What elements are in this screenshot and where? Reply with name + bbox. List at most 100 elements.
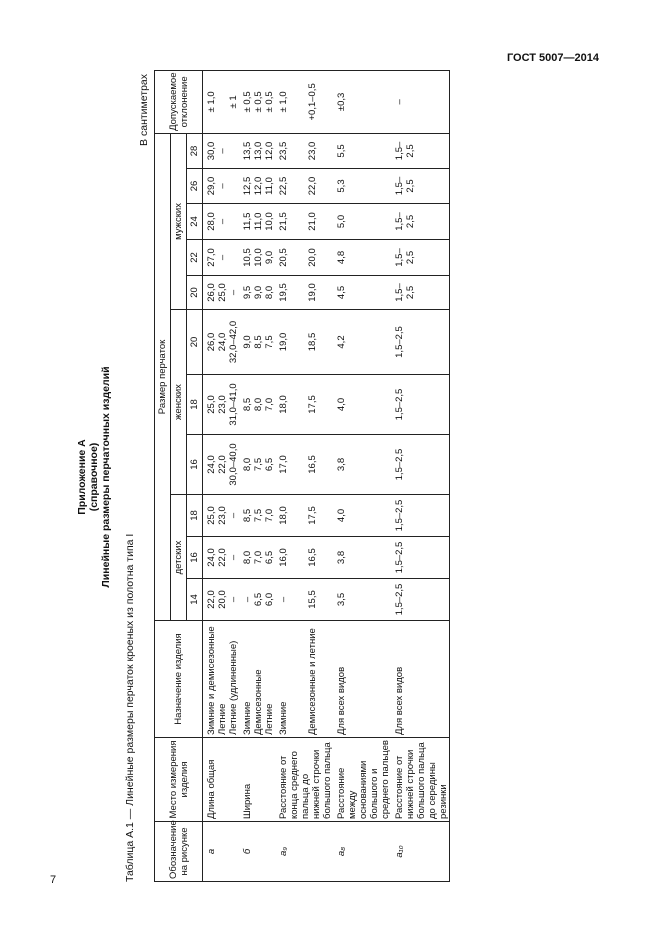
size-label: 18 — [186, 494, 203, 537]
purpose: Демисезонные — [253, 620, 264, 738]
value: 10,0 — [253, 239, 264, 276]
value: 1,5–2,5 — [391, 203, 450, 240]
value: 19,5 — [275, 275, 308, 310]
units: В сантиметрах — [138, 74, 150, 146]
table-row: a₈ Расстояние между основаниями большого … — [333, 70, 391, 882]
value: 4,2 — [333, 309, 391, 375]
place: Расстояние от нижней строчки большого па… — [391, 737, 450, 822]
value: 21,0 — [307, 203, 333, 240]
value: 8,5 — [253, 309, 264, 375]
value: 23,0 — [217, 374, 228, 435]
value: – — [228, 275, 239, 310]
value: 22,5 — [275, 168, 308, 204]
value: 22,0 — [307, 168, 333, 204]
table-row: б Ширина Зимние –8,0 8,5 8,0 8,5 9,0 9,5 10,5 11,5… — [239, 70, 275, 882]
value: 7,5 — [253, 494, 264, 537]
value: 18,0 — [275, 374, 308, 435]
value: – — [239, 578, 253, 621]
value: – — [217, 203, 228, 240]
value: 25,0 — [217, 275, 228, 310]
value: 23,5 — [275, 133, 308, 169]
value: 12,0 — [264, 133, 275, 169]
value: 25,0 — [202, 494, 217, 537]
value: 24,0 — [217, 309, 228, 375]
value: 17,5 — [307, 494, 333, 537]
value: 28,0 — [202, 203, 217, 240]
tolerance: ±0,3 — [333, 70, 391, 134]
value: 9,0 — [264, 239, 275, 276]
table-caption: Таблица А.1 — Линейные размеры перчаток … — [124, 533, 136, 882]
value: 9,5 — [239, 275, 253, 310]
value: 4,8 — [333, 239, 391, 276]
value: 1,5–2,5 — [391, 275, 450, 310]
value: 4,5 — [333, 275, 391, 310]
tolerance: ± 0,5 — [253, 70, 264, 134]
value: 21,5 — [275, 203, 308, 240]
value: 1,5–2,5 — [391, 494, 450, 537]
value: 27,0 — [202, 239, 217, 276]
size-label: 16 — [186, 434, 203, 495]
standard-header: ГОСТ 5007—2014 — [506, 52, 599, 64]
value: 24,0 — [202, 536, 217, 579]
tolerance — [217, 70, 228, 134]
size-label: 16 — [186, 536, 203, 579]
purpose: Для всех видов — [391, 620, 450, 738]
value: 9,0 — [253, 275, 264, 310]
value: 5,0 — [333, 203, 391, 240]
value: 9,0 — [239, 309, 253, 375]
value: 8,0 — [239, 434, 253, 495]
designation: a — [202, 821, 239, 882]
value: 6,5 — [264, 434, 275, 495]
value: 19,0 — [307, 275, 333, 310]
purpose: Зимние и демисезонные — [202, 620, 217, 738]
group-header: женских — [170, 309, 187, 495]
size-label: 20 — [186, 309, 203, 375]
value — [228, 239, 239, 276]
tolerance: – — [391, 70, 450, 134]
value: 7,0 — [264, 374, 275, 435]
tolerance-header: Допускаемое отклонение — [154, 70, 203, 134]
table-row: a₁₀ Расстояние от нижней строчки большого… — [391, 70, 450, 882]
value: 24,0 — [202, 434, 217, 495]
group-header: мужских — [170, 133, 187, 310]
value: 8,5 — [239, 494, 253, 537]
value: 20,0 — [217, 578, 228, 621]
size-table: Обозначение на рисунке Место измерения из… — [154, 69, 450, 882]
appendix-note: (справочное) — [88, 442, 100, 512]
value: 6,0 — [264, 578, 275, 621]
value: 26,0 — [202, 275, 217, 310]
value: 5,5 — [333, 133, 391, 169]
size-label: 28 — [186, 133, 203, 169]
value: 1,5–2,5 — [391, 578, 450, 621]
value: 3,8 — [333, 434, 391, 495]
size-label: 24 — [186, 203, 203, 240]
value: 13,5 — [239, 133, 253, 169]
value: – — [228, 578, 239, 621]
value — [228, 203, 239, 240]
tolerance: ± 0,5 — [239, 70, 253, 134]
value: 1,5–2,5 — [391, 434, 450, 495]
value: 23,0 — [217, 494, 228, 537]
value: 29,0 — [202, 168, 217, 204]
value: 20,0 — [307, 239, 333, 276]
value: – — [217, 168, 228, 204]
value: 17,5 — [307, 374, 333, 435]
value: 18,0 — [275, 494, 308, 537]
purpose: Зимние — [275, 620, 308, 738]
value: 8,0 — [239, 536, 253, 579]
value: 31,0–41,0 — [228, 374, 239, 435]
designation: б — [239, 821, 275, 882]
value: – — [275, 578, 308, 621]
tolerance: ± 1 — [228, 70, 239, 134]
value: 12,5 — [239, 168, 253, 204]
value: 20,5 — [275, 239, 308, 276]
purpose: Летние — [264, 620, 275, 738]
appendix-title: Линейные размеры перчаточных изделий — [100, 366, 112, 588]
place: Расстояние от конца среднего пальца до н… — [275, 737, 333, 822]
value: 32,0–42,0 — [228, 309, 239, 375]
value: 26,0 — [202, 309, 217, 375]
value: 8,0 — [264, 275, 275, 310]
title-block: Приложение А (справочное) Линейные разме… — [76, 72, 112, 882]
value: 7,0 — [253, 536, 264, 579]
